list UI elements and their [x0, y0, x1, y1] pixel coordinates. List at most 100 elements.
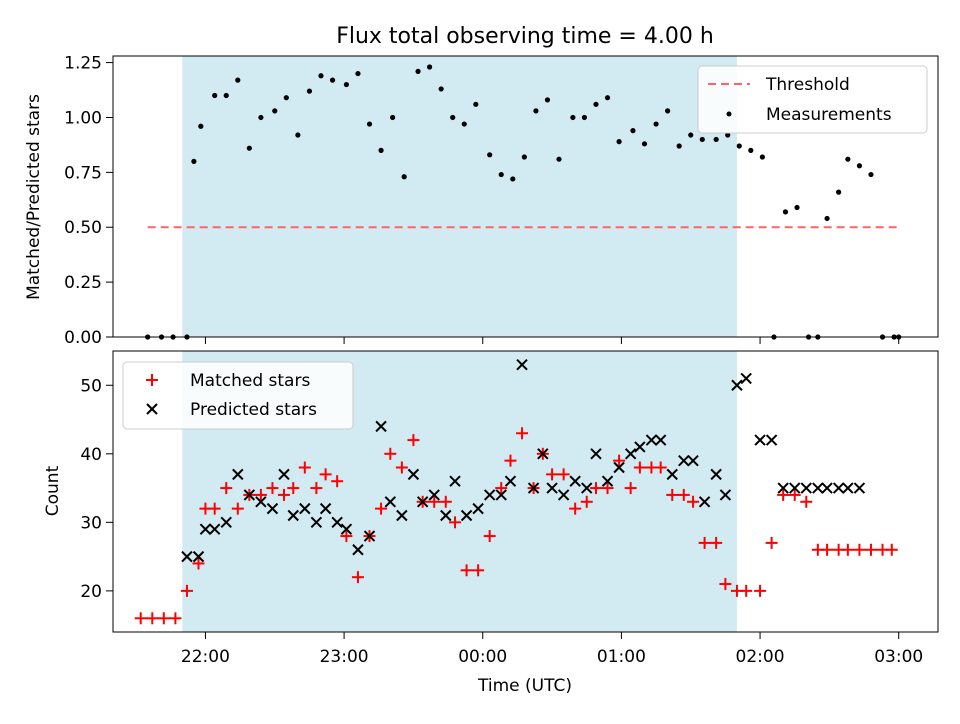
predicted-star-point	[472, 502, 484, 515]
bottom-y-tick-label: 30	[80, 513, 102, 533]
x-axis-label: Time (UTC)	[477, 676, 572, 696]
predicted-star-point	[416, 496, 429, 508]
matched-star-point	[351, 571, 364, 584]
predicted-star-point	[232, 468, 244, 481]
predicted-star-point	[678, 454, 690, 467]
bottom-x-tick-label: 22:00	[181, 647, 230, 667]
matched-star-point	[841, 543, 854, 556]
matched-star-point	[340, 530, 353, 543]
matched-star-point	[395, 461, 408, 474]
measurement-point	[235, 77, 241, 83]
matched-star-point	[613, 454, 626, 467]
measurement-point	[836, 189, 842, 195]
measurement-point	[533, 108, 539, 114]
bottom-x-tick-label: 02:00	[736, 647, 785, 667]
bottom-y-tick-label: 40	[80, 445, 102, 465]
matched-star-point	[601, 482, 614, 495]
measurement-point	[676, 143, 682, 149]
predicted-star-point	[624, 448, 637, 460]
matched-star-point	[698, 536, 711, 549]
threshold-legend-label: Threshold	[765, 75, 850, 95]
predicted-star-point	[199, 523, 212, 535]
measurement-point	[570, 114, 576, 121]
measurement-point	[283, 95, 289, 101]
predicted-star-point	[731, 379, 743, 391]
predicted-star-point	[754, 434, 766, 446]
measurement-point	[378, 147, 384, 153]
predicted-star-point	[278, 468, 290, 481]
measurement-point	[223, 92, 229, 99]
predicted-star-point	[483, 489, 496, 501]
predicted-star-point	[789, 482, 801, 494]
predicted-star-point	[440, 509, 452, 522]
top-y-tick-label: 1.00	[64, 108, 102, 128]
predicted-star-point	[340, 523, 353, 535]
bottom-y-axis: 20 30 40 50	[80, 376, 113, 602]
predicted-points	[181, 359, 866, 563]
top-y-tick-label: 0.50	[64, 218, 102, 238]
top-y-tick-label: 0.00	[64, 328, 102, 348]
matched-star-point	[719, 578, 732, 591]
predicted-star-point	[581, 482, 593, 494]
bottom-y-label: Count	[43, 465, 63, 516]
matched-star-point	[495, 482, 508, 495]
predicted-star-point	[363, 530, 376, 542]
predicted-star-point	[719, 489, 732, 501]
top-axes-frame	[112, 55, 939, 338]
predicted-star-point	[634, 441, 646, 453]
measurement-point	[544, 97, 551, 103]
bottom-y-tick-label: 50	[80, 376, 102, 396]
predicted-star-point	[310, 516, 323, 529]
top-y-axis: 0.00 0.25 0.50 0.75 1.00 1.25	[64, 54, 113, 348]
measurement-point	[510, 176, 516, 182]
bottom-legend: Matched stars Predicted stars	[122, 361, 354, 430]
measurement-point	[782, 209, 789, 215]
predicted-star-point	[299, 502, 311, 515]
measurement-point	[246, 145, 252, 151]
measurement-point	[295, 132, 301, 138]
bottom-x-tick-label: 01:00	[597, 647, 646, 667]
predicted-star-point	[654, 434, 667, 446]
predicted-star-point	[832, 482, 845, 494]
measurement-point	[653, 121, 659, 127]
predicted-star-point	[613, 461, 625, 474]
measurement-point	[415, 68, 421, 74]
measurement-point	[450, 114, 456, 121]
measurement-legend-icon	[726, 111, 732, 117]
measurement-point	[868, 171, 874, 178]
predicted-star-point	[601, 475, 614, 487]
measurement-point	[306, 88, 313, 94]
predicted-star-point	[710, 468, 722, 481]
measurement-point	[630, 128, 636, 134]
measurement-point	[616, 139, 622, 145]
measurement-point	[725, 132, 731, 138]
predicted-star-point	[516, 359, 528, 371]
matched-star-point	[472, 564, 485, 577]
predicted-star-point	[192, 550, 205, 563]
predicted-star-point	[645, 434, 658, 446]
matched-star-point	[287, 482, 300, 495]
measurement-point	[556, 156, 562, 162]
predicted-star-point	[557, 489, 570, 501]
predicted-star-point	[287, 509, 299, 522]
predicted-legend-icon	[146, 403, 158, 415]
top-panel: 0.00 0.25 0.50 0.75 1.00 1.25 Matched/Predict…	[24, 54, 939, 348]
top-y-label: Matched/Predicted stars	[24, 94, 44, 300]
predicted-star-point	[181, 550, 193, 563]
measurement-point	[688, 132, 694, 138]
bottom-y-tick-label: 20	[80, 582, 102, 602]
predicted-star-point	[698, 496, 711, 508]
matched-star-point	[666, 488, 679, 501]
top-y-tick-label: 0.25	[64, 273, 102, 293]
measurement-point	[355, 70, 361, 77]
matched-star-point	[765, 536, 778, 549]
predicted-star-point	[243, 489, 256, 501]
matched-star-point	[449, 516, 462, 529]
measurement-point	[473, 101, 479, 107]
matched-star-point	[580, 495, 593, 508]
matched-star-point	[677, 488, 690, 501]
matched-star-point	[821, 543, 834, 556]
measurement-point	[258, 114, 264, 121]
matched-star-point	[504, 454, 517, 467]
matched-star-point	[439, 495, 452, 508]
